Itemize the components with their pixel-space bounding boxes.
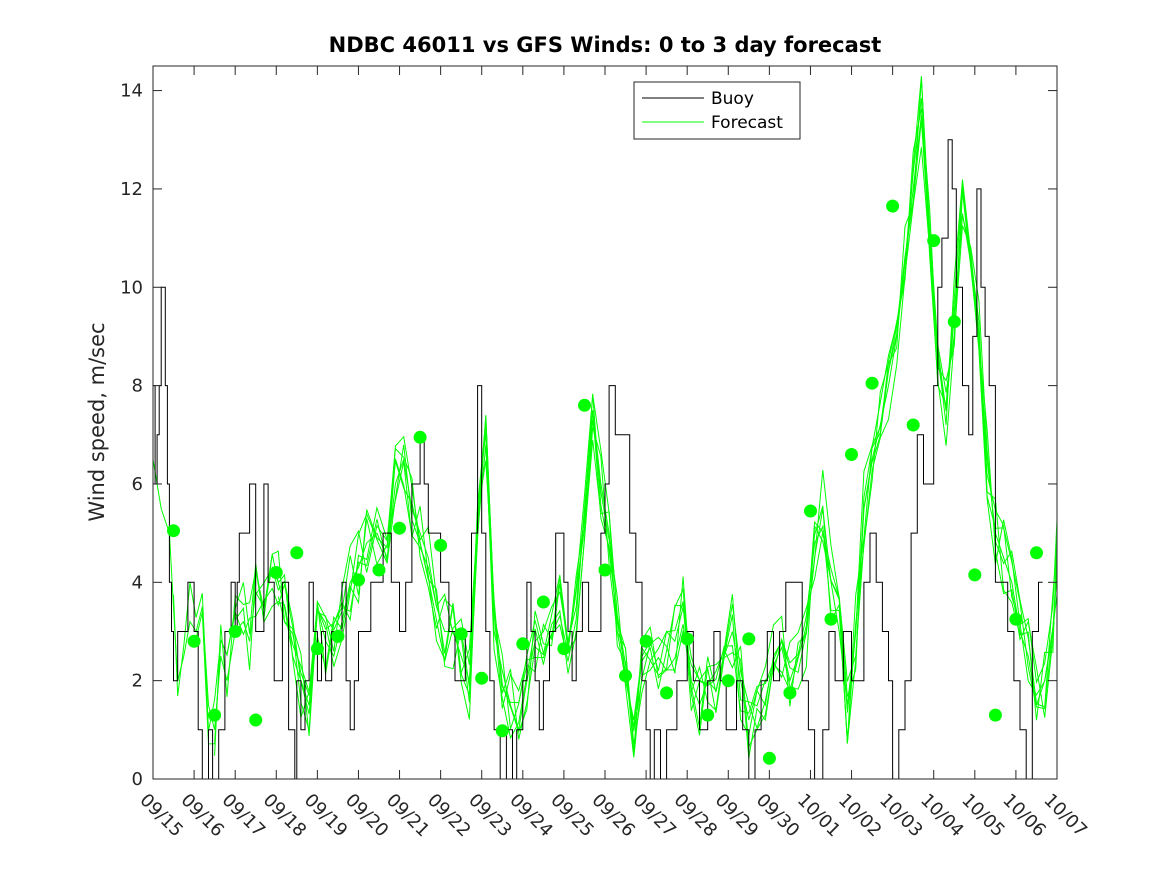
y-tick-label: 10 [120,277,143,298]
forecast-marker [639,634,653,648]
y-tick-label: 14 [120,81,143,102]
forecast-marker [680,632,694,646]
forecast-marker [742,632,756,646]
forecast-marker [865,376,879,390]
forecast-marker [290,546,304,560]
forecast-marker [331,629,345,643]
forecast-marker [845,448,858,461]
forecast-marker [413,430,427,444]
legend-entry-buoy: Buoy [711,89,754,109]
forecast-marker [434,538,448,552]
forecast-line [234,147,1058,759]
forecast-marker [352,573,365,587]
forecast-marker [454,627,468,641]
forecast-marker [495,724,509,738]
axes-box [152,65,1058,780]
y-tick-label: 8 [132,376,143,397]
y-tick-label: 0 [132,769,143,790]
forecast-marker [1009,612,1023,626]
forecast-marker [516,637,530,651]
forecast-marker [310,642,324,656]
forecast-marker [475,671,489,685]
forecast-marker [269,566,283,579]
forecast-marker [906,418,920,432]
buoy-line [153,139,1043,780]
chart-title: NDBC 46011 vs GFS Winds: 0 to 3 day fore… [329,33,882,57]
forecast-marker [988,708,1002,722]
forecast-marker [536,595,550,609]
y-tick-label: 12 [120,179,143,200]
forecast-marker [701,708,715,722]
forecast-marker [393,521,406,535]
forecast-marker [804,504,817,518]
y-tick-label: 4 [132,572,143,593]
legend-entry-forecast: Forecast [711,113,783,133]
y-tick-label: 6 [132,474,143,495]
series-layer [152,76,1058,780]
forecast-marker [578,398,591,412]
y-tick-label: 2 [132,671,143,692]
forecast-marker [824,612,838,626]
legend-box [633,81,801,140]
forecast-marker [598,563,612,577]
forecast-marker [762,751,776,765]
forecast-marker [249,713,263,727]
forecast-marker [947,315,961,329]
forecast-marker [968,568,982,582]
forecast-marker [228,625,242,638]
forecast-line [277,78,1058,744]
y-axis-label: Wind speed, m/sec [85,322,109,521]
forecast-marker [557,642,571,656]
forecast-marker [886,199,900,213]
forecast-marker [1030,546,1043,560]
forecast-marker [208,708,222,722]
forecast-marker [927,234,941,248]
forecast-marker [783,686,797,700]
forecast-marker [372,563,386,577]
forecast-marker [660,686,674,700]
plot-area [153,66,1057,779]
forecast-marker [167,524,180,538]
legend: Buoy Forecast [633,81,801,140]
forecast-marker [187,634,201,648]
forecast-marker [619,669,632,683]
forecast-marker [721,674,735,688]
